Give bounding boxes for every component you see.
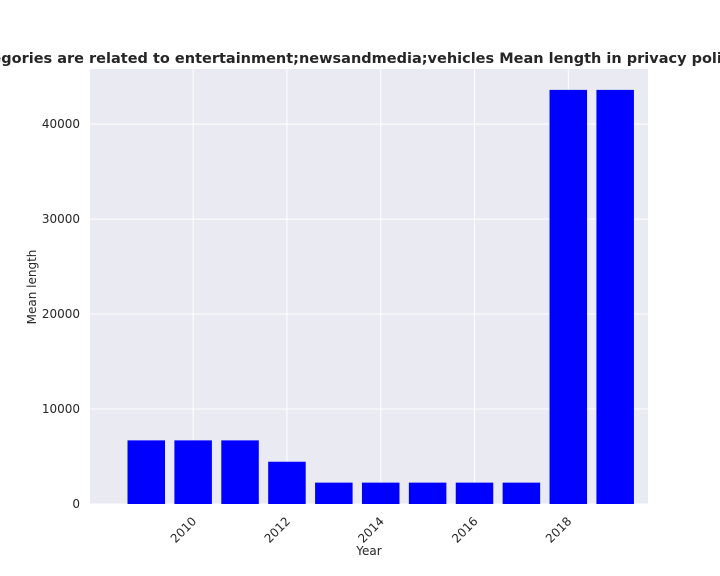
- chart-title: categories are related to entertainment;…: [0, 51, 720, 67]
- y-tick-labels: 0 10000 20000 30000 40000: [42, 117, 80, 511]
- bar-2010: [174, 440, 212, 504]
- bar-2018: [549, 89, 588, 504]
- bar-2014: [361, 482, 400, 504]
- x-axis-label: Year: [355, 544, 381, 558]
- y-tick-label: 20000: [42, 307, 80, 321]
- y-tick-label: 10000: [42, 402, 80, 416]
- bar-2011: [221, 440, 259, 504]
- x-tick-label: 2018: [543, 514, 574, 545]
- bar-2016: [455, 482, 494, 504]
- y-tick-label: 30000: [42, 212, 80, 226]
- x-tick-label: 2010: [168, 514, 199, 545]
- x-tick-label: 2012: [262, 514, 293, 545]
- y-tick-label: 40000: [42, 117, 80, 131]
- x-tick-labels: 2010 2012 2014 2016 2018: [168, 514, 575, 545]
- y-tick-label: 0: [72, 497, 80, 511]
- bar-2015: [408, 482, 447, 504]
- y-axis-label: Mean length: [25, 250, 39, 325]
- bar-2009: [127, 440, 166, 504]
- x-tick-label: 2016: [449, 514, 480, 545]
- bars: [127, 89, 634, 504]
- bar-2012: [268, 461, 306, 504]
- bar-2017: [502, 482, 541, 504]
- bar-2013: [315, 482, 353, 504]
- x-tick-label: 2014: [355, 514, 386, 545]
- bar-2019: [596, 89, 634, 504]
